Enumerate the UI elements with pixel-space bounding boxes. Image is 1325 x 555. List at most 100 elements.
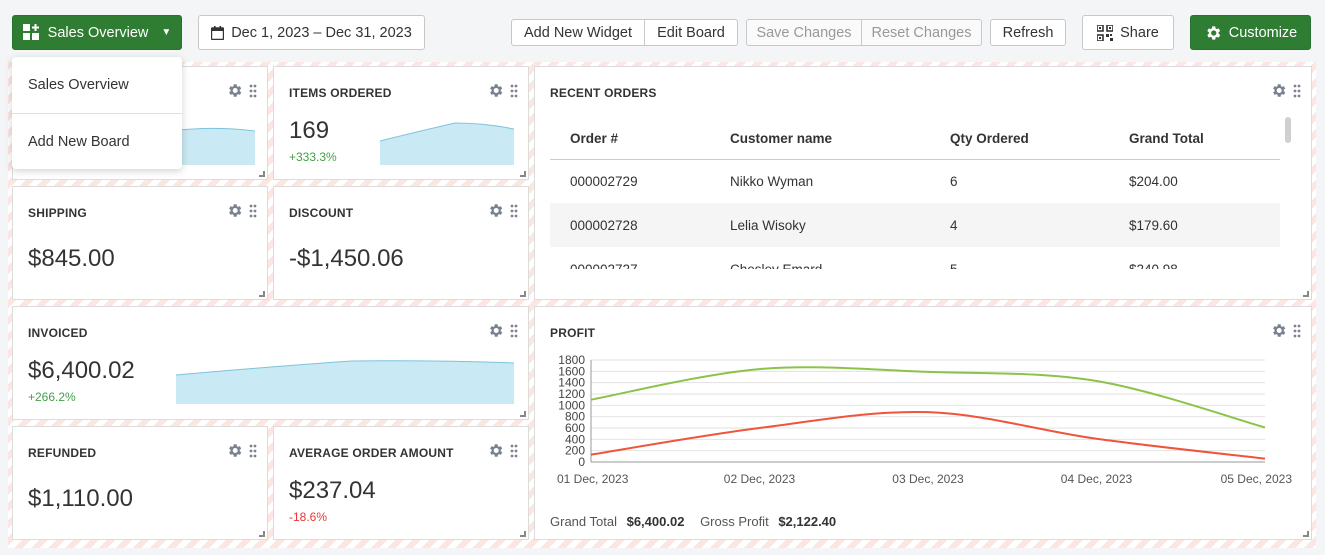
board-selector-label: Sales Overview <box>47 24 149 41</box>
y-tick-label: 200 <box>565 444 585 458</box>
table-cell: 000002727 <box>570 261 638 270</box>
save-changes-button[interactable]: Save Changes <box>746 19 862 46</box>
widget-settings-icon[interactable] <box>226 442 243 459</box>
column-header[interactable]: Order # <box>550 119 710 160</box>
table-row[interactable]: 000002728 Lelia Wisoky 4 $179.60 <box>550 203 1280 247</box>
widget-items-ordered: ITEMS ORDERED 169 +333.3% <box>273 66 529 180</box>
table-cell: 4 <box>930 203 1109 247</box>
resize-handle[interactable] <box>259 171 265 177</box>
table-cell: $204.00 <box>1129 173 1178 189</box>
resize-handle[interactable] <box>520 291 526 297</box>
widget-settings-icon[interactable] <box>226 202 243 219</box>
x-tick-label: 02 Dec, 2023 <box>724 472 796 486</box>
resize-handle[interactable] <box>520 171 526 177</box>
widget-profit: PROFIT 0 200 400 600 800 1000 1200 1400 1600 1800… <box>534 306 1312 540</box>
date-range-picker[interactable]: Dec 1, 2023 – Dec 31, 2023 <box>198 15 425 50</box>
table-cell: 5 <box>950 261 958 270</box>
dropdown-item-add-new-board[interactable]: Add New Board <box>12 113 182 169</box>
sparkline <box>163 127 255 165</box>
board-dropdown-menu: Sales Overview Add New Board <box>12 57 182 169</box>
y-tick-label: 1400 <box>558 376 585 390</box>
date-range-label: Dec 1, 2023 – Dec 31, 2023 <box>231 24 412 41</box>
resize-handle[interactable] <box>1303 291 1309 297</box>
widget-settings-icon[interactable] <box>487 202 504 219</box>
customize-button[interactable]: Customize <box>1190 15 1311 50</box>
table-cell: $240.98 <box>1129 261 1178 270</box>
column-header[interactable]: Qty Ordered <box>930 119 1109 160</box>
widget-value: $1,110.00 <box>28 485 133 512</box>
drag-handle-icon[interactable] <box>249 204 257 218</box>
widget-title: SHIPPING <box>28 206 87 220</box>
x-tick-label: 01 Dec, 2023 <box>557 472 629 486</box>
board-selector-button[interactable]: Sales Overview ▼ <box>12 15 182 50</box>
table-cell: 000002728 <box>550 203 710 247</box>
drag-handle-icon[interactable] <box>510 84 518 98</box>
resize-handle[interactable] <box>259 291 265 297</box>
drag-handle-icon[interactable] <box>1293 324 1301 338</box>
table-cell: Chesley Emard <box>730 261 823 270</box>
series-line-1 <box>590 366 1266 429</box>
add-widget-button[interactable]: Add New Widget <box>511 19 645 46</box>
dashboard-board: ITEMS ORDERED 169 +333.3% SHIPPING $845.… <box>8 62 1316 548</box>
gear-icon <box>1207 25 1220 40</box>
widget-settings-icon[interactable] <box>1270 82 1287 99</box>
widget-discount: DISCOUNT -$1,450.06 <box>273 186 529 300</box>
widget-value: $6,400.02 <box>28 357 135 384</box>
resize-handle[interactable] <box>1303 531 1309 537</box>
widget-button-group: Add New Widget Edit Board <box>511 19 738 46</box>
edit-board-button[interactable]: Edit Board <box>645 19 738 46</box>
share-button[interactable]: Share <box>1082 15 1174 50</box>
drag-handle-icon[interactable] <box>510 444 518 458</box>
widget-recent-orders: RECENT ORDERS Order # Customer name Qty … <box>534 66 1312 300</box>
widget-title: AVERAGE ORDER AMOUNT <box>289 446 454 460</box>
widget-settings-icon[interactable] <box>487 322 504 339</box>
reset-changes-button[interactable]: Reset Changes <box>862 19 982 46</box>
x-tick-label: 05 Dec, 2023 <box>1221 472 1293 486</box>
table-cell: 000002729 <box>570 173 638 189</box>
drag-handle-icon[interactable] <box>510 324 518 338</box>
toolbar: Sales Overview ▼ Dec 1, 2023 – Dec 31, 2… <box>12 15 1313 51</box>
dropdown-item-sales-overview[interactable]: Sales Overview <box>28 77 129 93</box>
grand-total-label: Grand Total <box>550 514 617 529</box>
widget-settings-icon[interactable] <box>487 82 504 99</box>
drag-handle-icon[interactable] <box>510 204 518 218</box>
x-tick-label: 04 Dec, 2023 <box>1061 472 1133 486</box>
column-header[interactable]: Customer name <box>710 119 930 160</box>
resize-handle[interactable] <box>520 531 526 537</box>
table-scrollbar[interactable] <box>1285 117 1291 143</box>
widget-title: ITEMS ORDERED <box>289 86 392 100</box>
resize-handle[interactable] <box>520 411 526 417</box>
widget-refunded: REFUNDED $1,110.00 <box>12 426 268 540</box>
widget-title: DISCOUNT <box>289 206 354 220</box>
widget-settings-icon[interactable] <box>487 442 504 459</box>
customize-label: Customize <box>1228 24 1298 41</box>
widget-settings-icon[interactable] <box>226 82 243 99</box>
resize-handle[interactable] <box>259 531 265 537</box>
gross-profit-value: $2,122.40 <box>778 514 837 529</box>
widget-settings-icon[interactable] <box>1270 322 1287 339</box>
calendar-icon <box>211 25 225 40</box>
y-tick-label: 0 <box>578 455 585 469</box>
column-header[interactable]: Grand Total <box>1109 119 1280 160</box>
grand-total-value: $6,400.02 <box>626 514 685 529</box>
drag-handle-icon[interactable] <box>1293 84 1301 98</box>
widget-value: $237.04 <box>289 477 376 504</box>
y-tick-label: 1800 <box>558 353 585 367</box>
widget-shipping: SHIPPING $845.00 <box>12 186 268 300</box>
drag-handle-icon[interactable] <box>249 444 257 458</box>
widget-title: PROFIT <box>550 326 596 340</box>
widget-value: $845.00 <box>28 245 115 272</box>
drag-handle-icon[interactable] <box>249 84 257 98</box>
table-row[interactable]: 000002727 Chesley Emard 5 $240.98 <box>550 247 1280 270</box>
widget-delta: +333.3% <box>289 150 337 164</box>
table-row[interactable]: 000002729 Nikko Wyman 6 $204.00 <box>550 159 1280 203</box>
y-tick-label: 600 <box>565 421 585 435</box>
y-tick-label: 1000 <box>558 398 585 412</box>
sparkline <box>176 360 514 404</box>
refresh-button[interactable]: Refresh <box>990 19 1066 46</box>
widget-delta: +266.2% <box>28 390 76 404</box>
qr-code-icon <box>1097 24 1114 41</box>
caret-down-icon: ▼ <box>161 27 172 38</box>
widget-invoiced: INVOICED $6,400.02 +266.2% <box>12 306 529 420</box>
